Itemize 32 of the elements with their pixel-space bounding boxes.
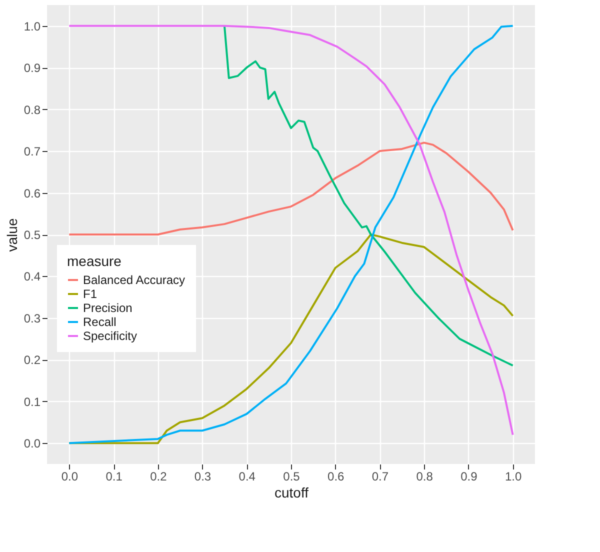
x-tick-label: 0.5 <box>283 470 300 484</box>
y-tick-label: 0.5 <box>24 228 41 242</box>
x-tick-label: 0.1 <box>106 470 123 484</box>
legend-label: F1 <box>83 287 98 301</box>
y-tick-label: 0.7 <box>24 144 41 159</box>
y-tick-label: 0.9 <box>24 61 41 76</box>
x-tick-label: 0.9 <box>460 470 478 484</box>
x-tick-label: 1.0 <box>504 470 522 484</box>
y-tick-label: 1.0 <box>24 19 41 34</box>
x-tick-label: 0.8 <box>416 470 434 484</box>
y-axis-title: value <box>4 218 20 252</box>
x-tick-label: 0.0 <box>61 470 78 484</box>
y-tick-label: 0.8 <box>24 102 41 117</box>
x-tick-label: 0.3 <box>194 470 212 484</box>
legend-label: Balanced Accuracy <box>83 273 186 287</box>
x-tick-label: 0.7 <box>372 470 389 484</box>
x-tick-label: 0.2 <box>150 470 168 484</box>
legend-label: Specificity <box>83 329 138 343</box>
x-axis-title: cutoff <box>274 484 309 500</box>
y-tick-label: 0.3 <box>24 311 41 326</box>
y-tick-label: 0.2 <box>24 353 41 368</box>
x-tick-label: 0.6 <box>328 470 345 484</box>
legend-label: Precision <box>83 301 132 315</box>
x-tick-label: 0.4 <box>238 470 256 484</box>
legend-label: Recall <box>83 315 116 329</box>
y-tick-label: 0.6 <box>24 186 41 200</box>
line-series <box>223 24 514 367</box>
legend-title: measure <box>67 253 122 269</box>
y-tick-label: 0.1 <box>24 394 41 409</box>
y-tick-label: 0.4 <box>24 270 41 284</box>
line-series <box>68 142 514 236</box>
y-tick-label: 0.0 <box>24 436 41 451</box>
